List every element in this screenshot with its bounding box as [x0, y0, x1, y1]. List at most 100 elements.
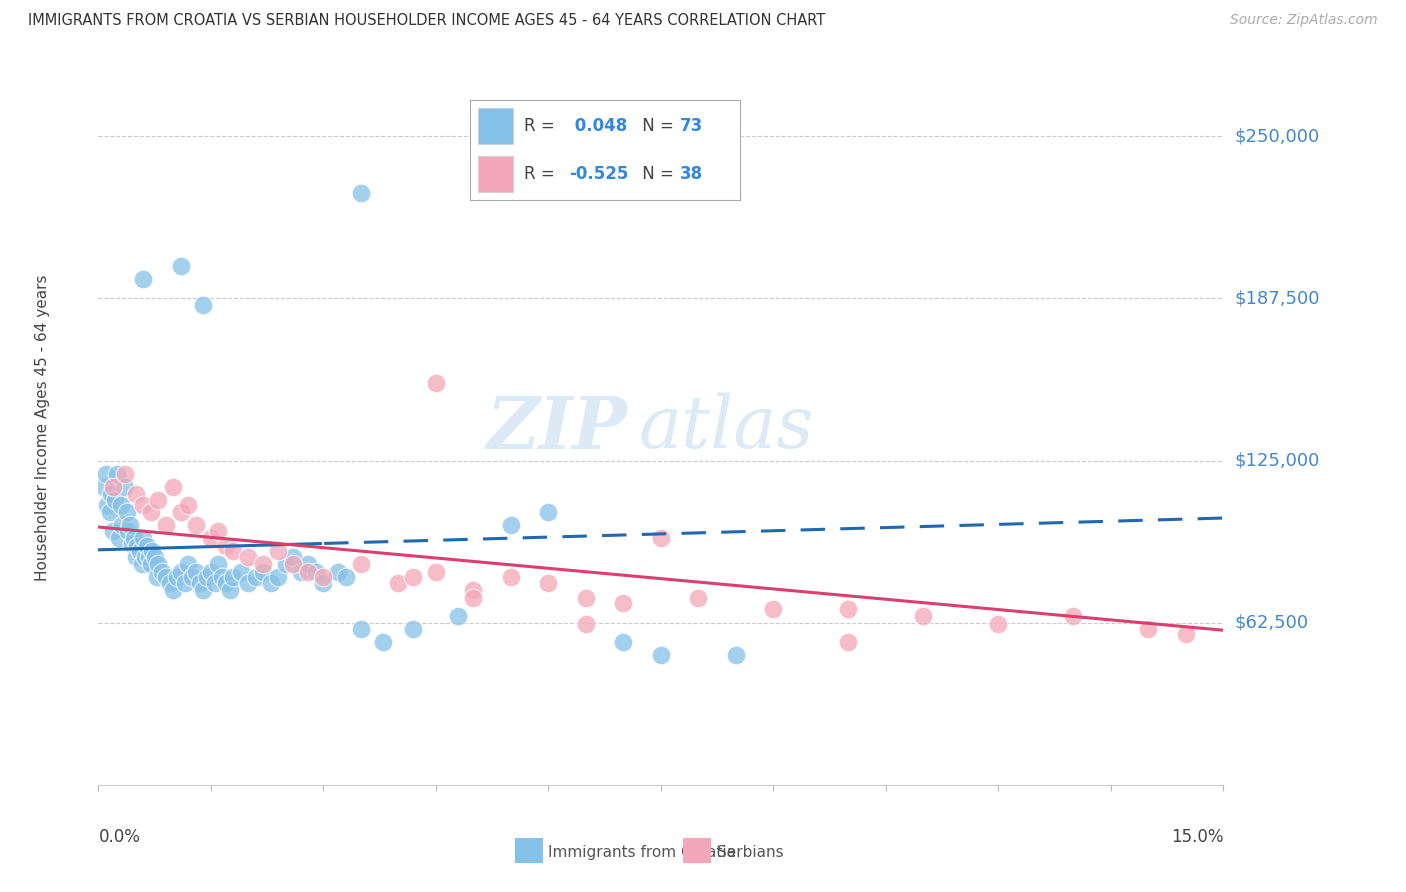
Point: [447, 609, 470, 624]
Point: [162, 583, 184, 598]
Point: [132, 272, 155, 286]
Point: [1174, 627, 1197, 641]
Point: [1137, 622, 1160, 636]
Point: [139, 558, 162, 572]
Point: [537, 506, 560, 520]
Point: [166, 570, 188, 584]
Point: [274, 558, 297, 572]
Point: [387, 575, 409, 590]
Point: [229, 565, 252, 579]
Text: $250,000: $250,000: [1234, 128, 1320, 145]
Point: [193, 298, 215, 312]
Point: [111, 518, 134, 533]
Point: [499, 570, 522, 584]
Point: [118, 518, 141, 533]
Point: [184, 518, 207, 533]
Point: [94, 467, 117, 481]
Point: [837, 601, 859, 615]
Point: [103, 479, 125, 493]
Point: [612, 596, 634, 610]
Point: [141, 544, 163, 558]
Point: [188, 575, 211, 590]
Point: [252, 565, 274, 579]
Point: [204, 575, 226, 590]
Text: Serbians: Serbians: [717, 846, 783, 860]
Point: [612, 635, 634, 649]
Point: [252, 558, 274, 572]
Point: [267, 570, 290, 584]
Point: [1062, 609, 1084, 624]
Point: [148, 492, 170, 507]
Text: 15.0%: 15.0%: [1171, 828, 1223, 846]
Point: [402, 570, 425, 584]
Point: [373, 635, 395, 649]
Point: [139, 506, 162, 520]
Point: [650, 648, 672, 663]
Point: [173, 575, 195, 590]
Text: atlas: atlas: [638, 392, 814, 464]
Point: [762, 601, 785, 615]
Point: [100, 487, 122, 501]
Point: [98, 506, 121, 520]
Point: [177, 558, 200, 572]
Point: [184, 565, 207, 579]
Point: [143, 549, 166, 564]
Point: [575, 591, 598, 606]
Point: [245, 570, 267, 584]
Point: [128, 544, 150, 558]
Point: [912, 609, 935, 624]
Point: [193, 583, 215, 598]
Point: [267, 544, 290, 558]
Point: [162, 479, 184, 493]
Point: [104, 492, 127, 507]
Point: [688, 591, 710, 606]
Point: [402, 622, 425, 636]
Point: [575, 617, 598, 632]
Point: [463, 591, 485, 606]
Text: 0.0%: 0.0%: [98, 828, 141, 846]
Point: [283, 549, 305, 564]
Point: [105, 467, 128, 481]
Point: [425, 376, 447, 390]
Point: [305, 565, 328, 579]
Point: [350, 558, 373, 572]
Point: [132, 498, 155, 512]
Point: [463, 583, 485, 598]
Point: [200, 565, 222, 579]
Point: [170, 565, 193, 579]
Point: [350, 622, 373, 636]
Point: [650, 532, 672, 546]
Point: [499, 518, 522, 533]
Point: [290, 565, 312, 579]
Point: [146, 570, 169, 584]
Point: [110, 498, 132, 512]
Point: [155, 570, 177, 584]
Point: [724, 648, 747, 663]
Point: [127, 539, 149, 553]
Point: [222, 570, 245, 584]
Text: Source: ZipAtlas.com: Source: ZipAtlas.com: [1230, 13, 1378, 28]
Point: [148, 558, 170, 572]
Text: Householder Income Ages 45 - 64 years: Householder Income Ages 45 - 64 years: [35, 275, 49, 582]
Point: [195, 570, 218, 584]
Point: [238, 575, 260, 590]
Point: [177, 498, 200, 512]
Point: [260, 575, 283, 590]
Point: [537, 575, 560, 590]
Point: [131, 558, 153, 572]
Point: [125, 549, 148, 564]
Point: [159, 575, 181, 590]
Point: [215, 575, 238, 590]
Text: Immigrants from Croatia: Immigrants from Croatia: [548, 846, 737, 860]
Point: [124, 532, 146, 546]
Text: $125,000: $125,000: [1234, 451, 1320, 469]
Point: [200, 532, 222, 546]
Text: $187,500: $187,500: [1234, 289, 1320, 308]
Point: [121, 536, 143, 550]
Point: [93, 479, 115, 493]
Point: [96, 498, 118, 512]
Point: [132, 532, 155, 546]
Point: [115, 506, 138, 520]
Point: [987, 617, 1010, 632]
Text: ZIP: ZIP: [486, 392, 627, 464]
